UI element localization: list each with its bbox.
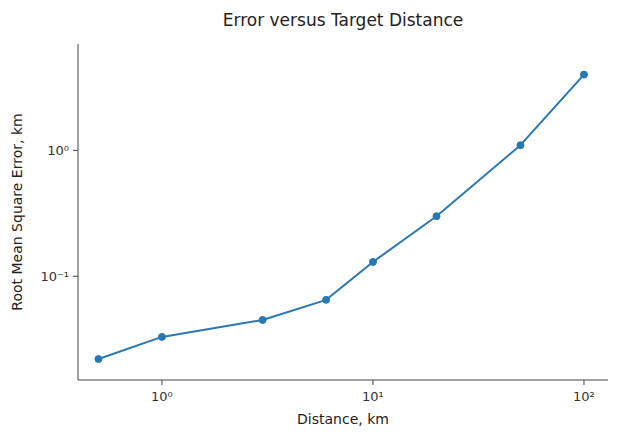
chart-container: Error versus Target Distance 10⁰ 10¹ 10² 10⁻… — [0, 0, 630, 438]
data-point — [323, 296, 330, 303]
x-tick-label: 10⁰ — [151, 389, 173, 404]
y-tick-label: 10⁻¹ — [40, 269, 69, 284]
data-point — [517, 142, 524, 149]
x-axis — [78, 380, 608, 381]
y-tick — [73, 150, 78, 151]
background — [0, 0, 630, 438]
data-point — [259, 316, 266, 323]
x-tick-label: 10¹ — [362, 389, 384, 404]
data-line — [98, 75, 584, 359]
data-point — [95, 356, 102, 363]
title: Error versus Target Distance — [223, 10, 464, 30]
plot-area — [95, 71, 588, 362]
x-axis-label: Distance, km — [297, 411, 389, 427]
y-tick — [73, 276, 78, 277]
x-tick — [161, 380, 162, 385]
chart: Error versus Target Distance 10⁰ 10¹ 10² 10⁻… — [0, 0, 630, 438]
y-axis — [78, 44, 79, 380]
data-point — [433, 213, 440, 220]
x-tick — [372, 380, 373, 385]
data-point — [158, 333, 165, 340]
data-point — [580, 71, 587, 78]
y-tick-label: 10⁰ — [47, 143, 69, 158]
y-axis-label: Root Mean Square Error, km — [9, 113, 25, 310]
data-point — [369, 258, 376, 265]
x-tick-label: 10² — [573, 389, 595, 404]
x-tick — [583, 380, 584, 385]
